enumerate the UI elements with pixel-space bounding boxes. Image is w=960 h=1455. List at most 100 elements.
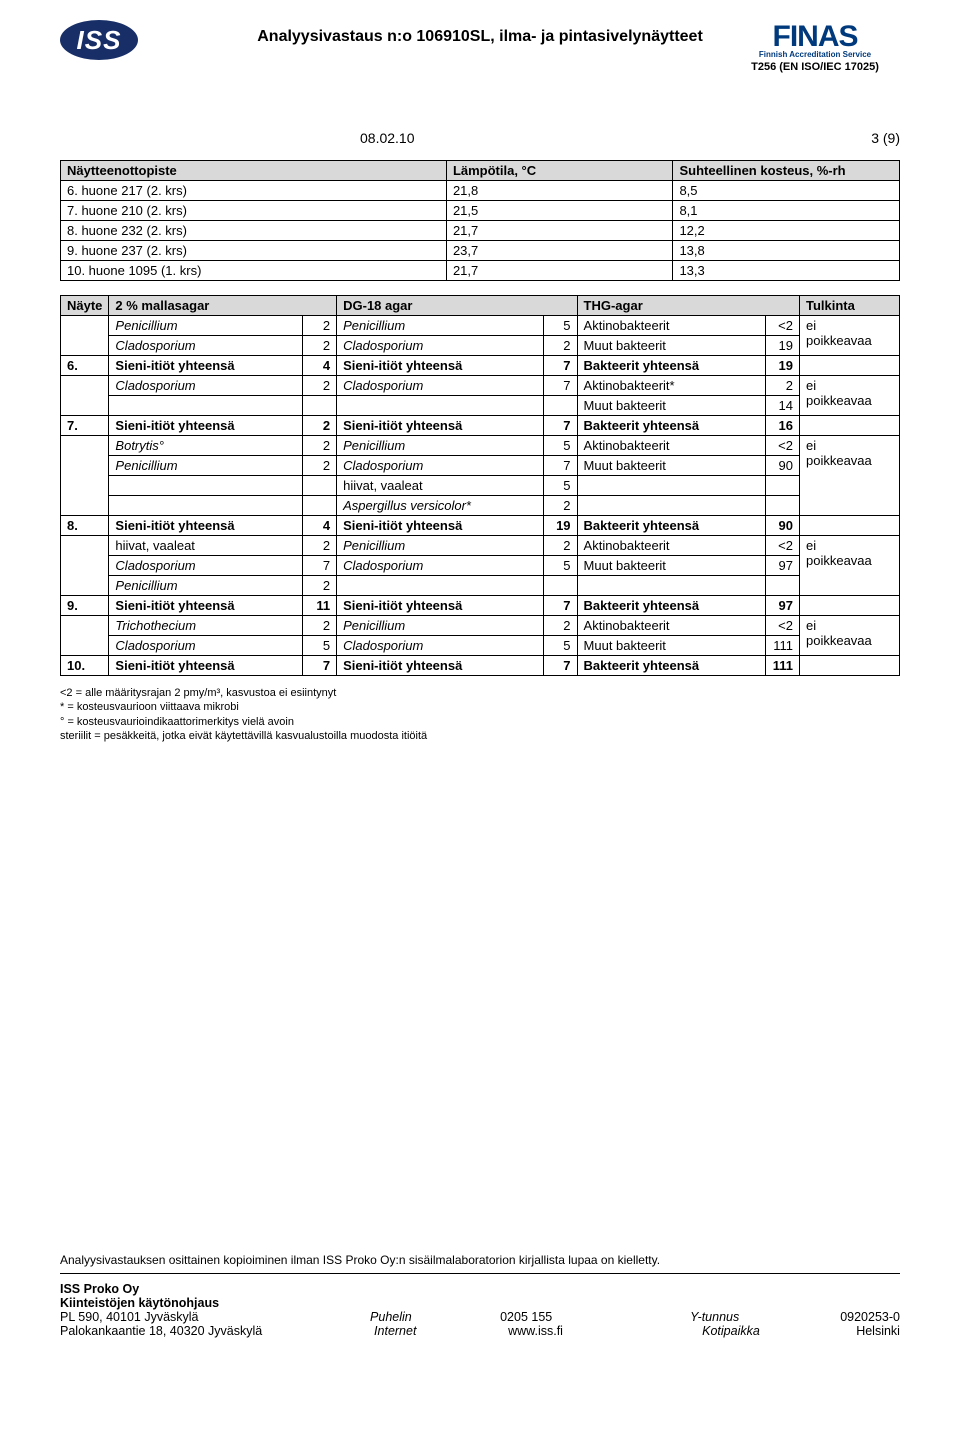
- results-cell: Sieni-itiöt yhteensä: [337, 596, 543, 616]
- results-cell: [766, 476, 800, 496]
- results-cell: Sieni-itiöt yhteensä: [109, 596, 303, 616]
- results-cell: Trichothecium: [109, 616, 303, 636]
- footer-cell: PL 590, 40101 Jyväskylä: [60, 1310, 320, 1324]
- results-cell: [577, 496, 765, 516]
- results-cell: Cladosporium: [109, 556, 303, 576]
- footnote-line: <2 = alle määritysrajan 2 pmy/m³, kasvus…: [60, 686, 900, 700]
- results-cell: 90: [766, 456, 800, 476]
- results-cell: 2: [543, 496, 577, 516]
- results-cell: Cladosporium: [109, 636, 303, 656]
- results-cell: 2: [303, 576, 337, 596]
- results-cell: Sieni-itiöt yhteensä: [337, 516, 543, 536]
- results-cell: [61, 316, 109, 356]
- results-cell: 7: [543, 656, 577, 676]
- results-cell: Aspergillus versicolor*: [337, 496, 543, 516]
- results-cell: Cladosporium: [109, 336, 303, 356]
- results-cell: Penicillium: [109, 576, 303, 596]
- results-cell: 90: [766, 516, 800, 536]
- results-header-cell: THG-agar: [577, 296, 799, 316]
- env-cell: 21,5: [446, 201, 673, 221]
- env-cell: 21,7: [446, 221, 673, 241]
- results-cell: Cladosporium: [337, 456, 543, 476]
- iss-logo-text: ISS: [60, 20, 138, 60]
- results-cell: 5: [303, 636, 337, 656]
- env-cell: 6. huone 217 (2. krs): [61, 181, 447, 201]
- results-cell: [800, 516, 900, 536]
- env-cell: 9. huone 237 (2. krs): [61, 241, 447, 261]
- results-cell: [61, 376, 109, 416]
- results-cell: Aktinobakteerit*: [577, 376, 765, 396]
- results-cell: Penicillium: [337, 436, 543, 456]
- results-cell: [61, 536, 109, 596]
- footer-dept: Kiinteistöjen käytönohjaus: [60, 1296, 900, 1310]
- results-cell: Cladosporium: [337, 336, 543, 356]
- footer-cell: Kotipaikka: [702, 1324, 802, 1338]
- results-cell: ei poikkeavaa: [800, 316, 900, 356]
- env-cell: 8,5: [673, 181, 900, 201]
- results-cell: 9.: [61, 596, 109, 616]
- env-cell: 8. huone 232 (2. krs): [61, 221, 447, 241]
- env-cell: 21,7: [446, 261, 673, 281]
- copyright-notice: Analyysivastauksen osittainen kopioimine…: [60, 1253, 900, 1267]
- results-cell: 97: [766, 596, 800, 616]
- results-cell: 2: [303, 536, 337, 556]
- footer-cell: Internet: [374, 1324, 454, 1338]
- results-cell: 7: [303, 556, 337, 576]
- results-cell: Sieni-itiöt yhteensä: [337, 356, 543, 376]
- footer-cell: 0205 155: [500, 1310, 640, 1324]
- results-cell: [577, 576, 765, 596]
- results-cell: 2: [303, 416, 337, 436]
- results-cell: Sieni-itiöt yhteensä: [337, 416, 543, 436]
- results-cell: [109, 496, 303, 516]
- results-cell: Sieni-itiöt yhteensä: [109, 516, 303, 536]
- results-cell: hiivat, vaaleat: [109, 536, 303, 556]
- results-cell: 2: [543, 536, 577, 556]
- env-header-cell: Lämpötila, °C: [446, 161, 673, 181]
- finas-subtitle: Finnish Accreditation Service: [751, 50, 879, 59]
- results-cell: Penicillium: [337, 536, 543, 556]
- footer-cell: Helsinki: [856, 1324, 900, 1338]
- results-cell: [109, 476, 303, 496]
- page-number: 3 (9): [871, 130, 900, 146]
- env-cell: 10. huone 1095 (1. krs): [61, 261, 447, 281]
- results-cell: [303, 496, 337, 516]
- env-cell: 13,3: [673, 261, 900, 281]
- results-cell: 14: [766, 396, 800, 416]
- env-cell: 12,2: [673, 221, 900, 241]
- results-cell: [303, 396, 337, 416]
- footer-cell: Puhelin: [370, 1310, 450, 1324]
- results-cell: [800, 416, 900, 436]
- results-cell: <2: [766, 316, 800, 336]
- results-cell: [766, 576, 800, 596]
- results-cell: Muut bakteerit: [577, 456, 765, 476]
- results-cell: 2: [303, 336, 337, 356]
- results-cell: 7.: [61, 416, 109, 436]
- results-cell: Penicillium: [109, 316, 303, 336]
- results-cell: Bakteerit yhteensä: [577, 656, 765, 676]
- results-table: Näyte2 % mallasagarDG-18 agarTHG-agarTul…: [60, 295, 900, 676]
- footer-cell: 0920253-0: [840, 1310, 900, 1324]
- env-header-cell: Näytteenottopiste: [61, 161, 447, 181]
- results-cell: ei poikkeavaa: [800, 616, 900, 656]
- results-cell: 7: [543, 376, 577, 396]
- results-cell: Cladosporium: [109, 376, 303, 396]
- footer-cell: Palokankaantie 18, 40320 Jyväskylä: [60, 1324, 320, 1338]
- results-cell: 5: [543, 556, 577, 576]
- footer-cell: www.iss.fi: [508, 1324, 648, 1338]
- env-cell: 8,1: [673, 201, 900, 221]
- results-cell: 11: [303, 596, 337, 616]
- results-header-cell: Näyte: [61, 296, 109, 316]
- env-cell: 23,7: [446, 241, 673, 261]
- results-cell: [109, 396, 303, 416]
- results-cell: [800, 656, 900, 676]
- results-cell: 19: [766, 336, 800, 356]
- results-cell: Bakteerit yhteensä: [577, 356, 765, 376]
- footer: ISS Proko Oy Kiinteistöjen käytönohjaus …: [60, 1282, 900, 1338]
- results-cell: [61, 436, 109, 516]
- results-cell: ei poikkeavaa: [800, 536, 900, 596]
- results-cell: 111: [766, 656, 800, 676]
- results-cell: [800, 356, 900, 376]
- results-cell: [303, 476, 337, 496]
- results-cell: 111: [766, 636, 800, 656]
- results-cell: [543, 576, 577, 596]
